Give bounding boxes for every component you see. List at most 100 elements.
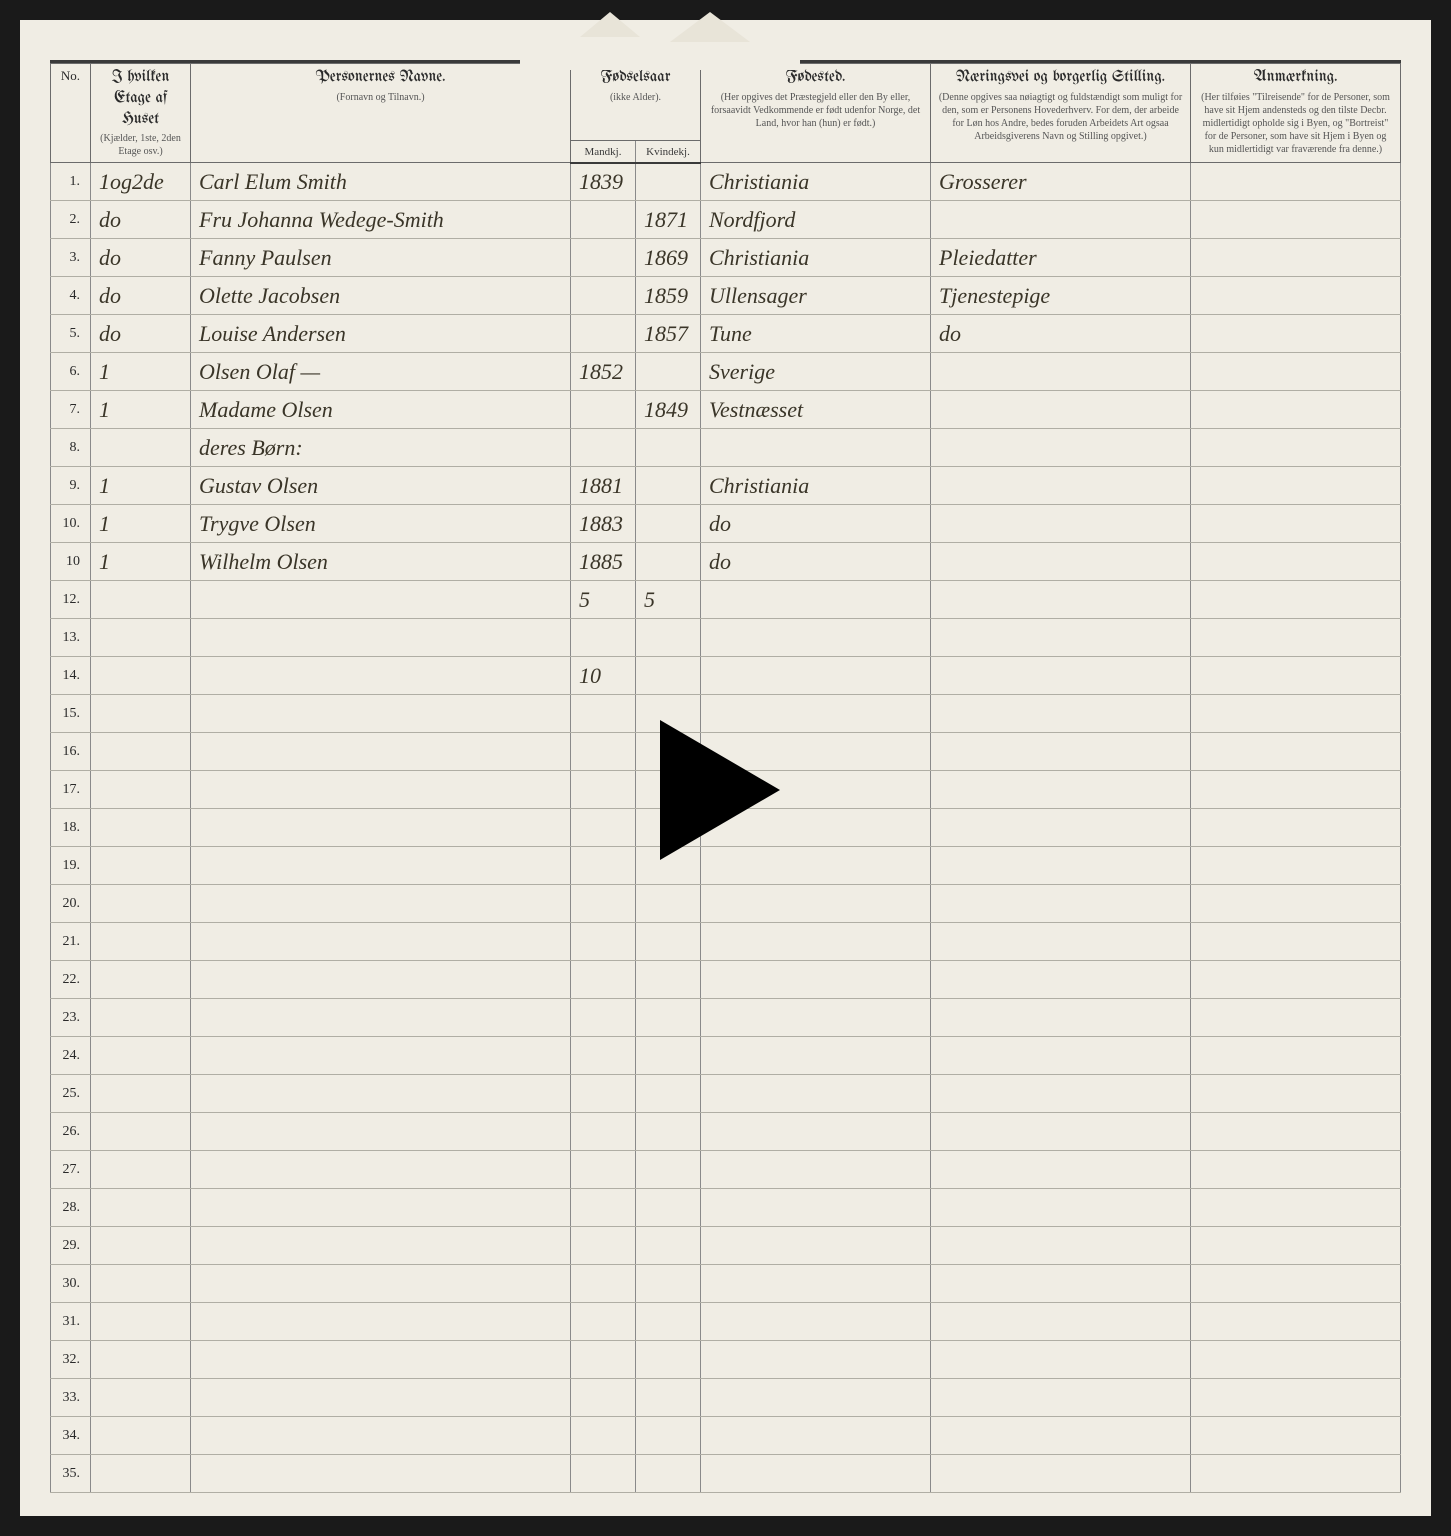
cell-anm — [1191, 1037, 1401, 1075]
cell-fodested — [701, 1227, 931, 1265]
row-number: 16. — [51, 733, 91, 771]
cell-mandkj — [571, 1075, 636, 1113]
cell-anm — [1191, 1227, 1401, 1265]
cell-navn — [191, 1113, 571, 1151]
cell-mandkj — [571, 847, 636, 885]
row-number: 34. — [51, 1417, 91, 1455]
cell-mandkj — [571, 1037, 636, 1075]
row-number: 9. — [51, 467, 91, 505]
cell-mandkj — [571, 1227, 636, 1265]
cell-mandkj: 10 — [571, 657, 636, 695]
cell-fodested: Vestnæsset — [701, 391, 931, 429]
cell-kvindekj — [636, 1227, 701, 1265]
table-row: 35. — [51, 1455, 1401, 1493]
row-number: 2. — [51, 201, 91, 239]
cell-etage — [91, 999, 191, 1037]
cell-navn — [191, 1227, 571, 1265]
cell-mandkj — [571, 695, 636, 733]
cell-navn: Fanny Paulsen — [191, 239, 571, 277]
cell-etage — [91, 847, 191, 885]
row-number: 28. — [51, 1189, 91, 1227]
cell-anm — [1191, 923, 1401, 961]
cell-etage — [91, 619, 191, 657]
cell-fodested — [701, 619, 931, 657]
table-row: 23. — [51, 999, 1401, 1037]
cell-stilling — [931, 847, 1191, 885]
cell-stilling — [931, 771, 1191, 809]
cell-mandkj — [571, 315, 636, 353]
table-row: 2.doFru Johanna Wedege-Smith1871Nordfjor… — [51, 201, 1401, 239]
cell-stilling — [931, 999, 1191, 1037]
table-row: 28. — [51, 1189, 1401, 1227]
cell-kvindekj — [636, 885, 701, 923]
cell-kvindekj — [636, 1417, 701, 1455]
cell-stilling — [931, 1227, 1191, 1265]
cell-anm — [1191, 163, 1401, 201]
cell-etage — [91, 809, 191, 847]
cell-fodested: Christiania — [701, 163, 931, 201]
table-row: 26. — [51, 1113, 1401, 1151]
cell-anm — [1191, 1265, 1401, 1303]
cell-stilling — [931, 1265, 1191, 1303]
cell-kvindekj — [636, 1341, 701, 1379]
row-number: 10 — [51, 543, 91, 581]
cell-etage — [91, 1151, 191, 1189]
cell-kvindekj: 1869 — [636, 239, 701, 277]
cell-stilling — [931, 353, 1191, 391]
row-number: 24. — [51, 1037, 91, 1075]
row-number: 23. — [51, 999, 91, 1037]
table-row: 20. — [51, 885, 1401, 923]
cell-navn — [191, 1379, 571, 1417]
cell-kvindekj — [636, 1113, 701, 1151]
cell-stilling: do — [931, 315, 1191, 353]
cell-etage: 1 — [91, 467, 191, 505]
cell-kvindekj: 1857 — [636, 315, 701, 353]
cell-anm — [1191, 961, 1401, 999]
cell-navn: Wilhelm Olsen — [191, 543, 571, 581]
row-number: 18. — [51, 809, 91, 847]
cell-anm — [1191, 391, 1401, 429]
cell-mandkj: 5 — [571, 581, 636, 619]
cell-stilling — [931, 391, 1191, 429]
cell-mandkj — [571, 201, 636, 239]
cell-anm — [1191, 999, 1401, 1037]
cell-anm — [1191, 239, 1401, 277]
table-row: 101Wilhelm Olsen1885do — [51, 543, 1401, 581]
cell-stilling — [931, 1037, 1191, 1075]
table-row: 3.doFanny Paulsen1869ChristianiaPleiedat… — [51, 239, 1401, 277]
cell-anm — [1191, 1455, 1401, 1493]
cell-navn — [191, 771, 571, 809]
table-row: 12.55 — [51, 581, 1401, 619]
cell-etage — [91, 1075, 191, 1113]
cell-navn: deres Børn: — [191, 429, 571, 467]
cell-stilling — [931, 201, 1191, 239]
cell-anm — [1191, 1075, 1401, 1113]
cell-navn — [191, 1037, 571, 1075]
row-number: 31. — [51, 1303, 91, 1341]
cell-fodested — [701, 1341, 931, 1379]
play-icon[interactable] — [660, 720, 780, 860]
table-row: 34. — [51, 1417, 1401, 1455]
cell-stilling — [931, 1303, 1191, 1341]
cell-anm — [1191, 1189, 1401, 1227]
cell-etage — [91, 695, 191, 733]
cell-navn: Louise Andersen — [191, 315, 571, 353]
cell-kvindekj: 5 — [636, 581, 701, 619]
cell-fodested — [701, 1037, 931, 1075]
header-fodselsaar: Fødselsaar (ikke Alder). — [571, 64, 701, 141]
cell-navn — [191, 1417, 571, 1455]
cell-navn — [191, 657, 571, 695]
row-number: 14. — [51, 657, 91, 695]
cell-fodested — [701, 1151, 931, 1189]
cell-navn — [191, 847, 571, 885]
cell-stilling — [931, 467, 1191, 505]
cell-kvindekj: 1849 — [636, 391, 701, 429]
table-row: 21. — [51, 923, 1401, 961]
cell-fodested — [701, 1455, 931, 1493]
cell-navn — [191, 1265, 571, 1303]
cell-fodested — [701, 1417, 931, 1455]
row-number: 12. — [51, 581, 91, 619]
cell-kvindekj — [636, 619, 701, 657]
row-number: 4. — [51, 277, 91, 315]
cell-kvindekj: 1871 — [636, 201, 701, 239]
